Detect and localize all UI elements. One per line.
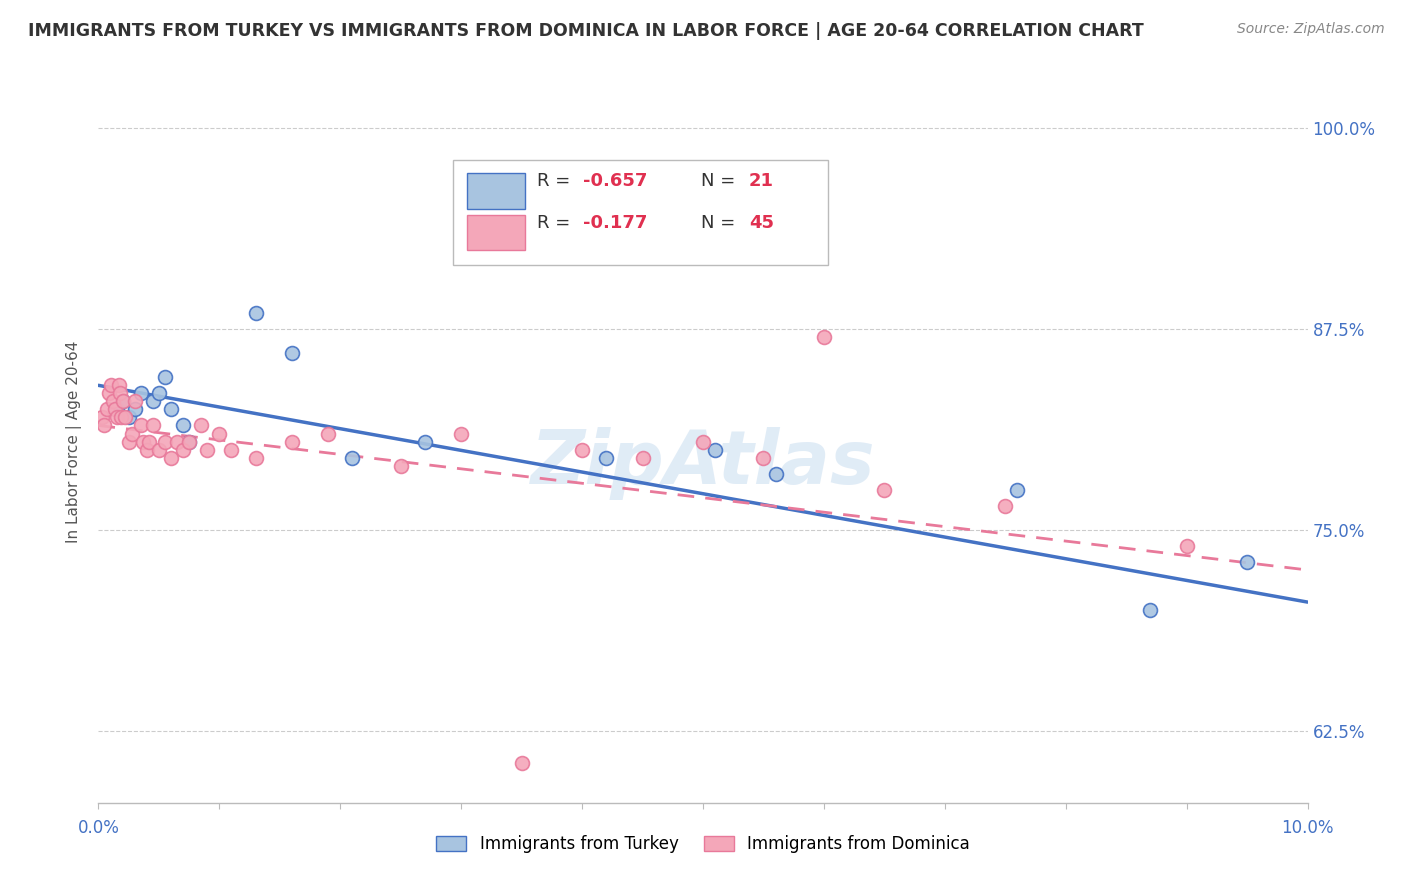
Point [179,434,201,449]
Point [124,402,146,417]
Point [450,426,472,441]
Point [105,410,128,425]
Text: N =: N = [700,172,741,190]
Point [994,499,1017,513]
Text: R =: R = [537,172,576,190]
Text: ZipAtlas: ZipAtlas [530,426,876,500]
Point [135,442,157,457]
Point [104,402,127,417]
Text: -0.657: -0.657 [583,172,648,190]
Point [1139,603,1161,617]
Point [342,450,364,465]
Point [166,434,188,449]
Point [160,450,183,465]
Point [1175,539,1198,553]
Point [571,442,593,457]
Point [510,756,533,770]
Text: -0.177: -0.177 [583,213,648,232]
Point [873,483,896,497]
Point [96,402,118,417]
Point [142,418,165,433]
Point [692,434,714,449]
Point [813,330,835,344]
Point [108,378,131,392]
Point [98,386,121,401]
Point [389,458,412,473]
Point [118,410,141,425]
Text: 21: 21 [749,172,773,190]
Point [195,442,218,457]
Text: Source: ZipAtlas.com: Source: ZipAtlas.com [1237,22,1385,37]
Point [142,394,165,409]
Point [110,410,132,425]
Point [172,418,194,433]
Point [138,434,160,449]
Point [631,450,654,465]
Point [111,394,134,409]
Point [129,418,152,433]
Point [281,434,304,449]
Point [108,386,131,401]
Point [221,442,243,457]
Point [413,434,436,449]
Point [190,418,212,433]
Y-axis label: In Labor Force | Age 20-64: In Labor Force | Age 20-64 [66,341,83,542]
Point [121,426,143,441]
Text: 10.0%: 10.0% [1281,819,1334,837]
Point [179,434,201,449]
Point [160,402,183,417]
Point [1236,555,1258,569]
FancyBboxPatch shape [453,160,828,265]
Point [281,346,304,360]
Point [153,434,176,449]
Point [245,450,267,465]
Point [316,426,339,441]
FancyBboxPatch shape [467,173,526,209]
Text: R =: R = [537,213,576,232]
Point [153,370,176,384]
Point [114,410,136,425]
FancyBboxPatch shape [467,215,526,250]
Point [129,386,152,401]
Point [765,467,787,481]
Text: 45: 45 [749,213,773,232]
Point [93,418,115,433]
Point [704,442,727,457]
Text: IMMIGRANTS FROM TURKEY VS IMMIGRANTS FROM DOMINICA IN LABOR FORCE | AGE 20-64 CO: IMMIGRANTS FROM TURKEY VS IMMIGRANTS FRO… [28,22,1144,40]
Text: 0.0%: 0.0% [77,819,120,837]
Point [245,306,267,320]
Point [100,378,122,392]
Point [118,434,141,449]
Point [148,386,170,401]
Point [132,434,155,449]
Point [1007,483,1029,497]
Point [595,450,617,465]
Point [208,426,231,441]
Point [752,450,775,465]
Point [105,402,128,417]
Point [101,394,124,409]
Legend: Immigrants from Turkey, Immigrants from Dominica: Immigrants from Turkey, Immigrants from … [430,828,976,860]
Point [111,394,134,409]
Text: N =: N = [700,213,741,232]
Point [91,410,114,425]
Point [172,442,194,457]
Point [148,442,170,457]
Point [124,394,146,409]
